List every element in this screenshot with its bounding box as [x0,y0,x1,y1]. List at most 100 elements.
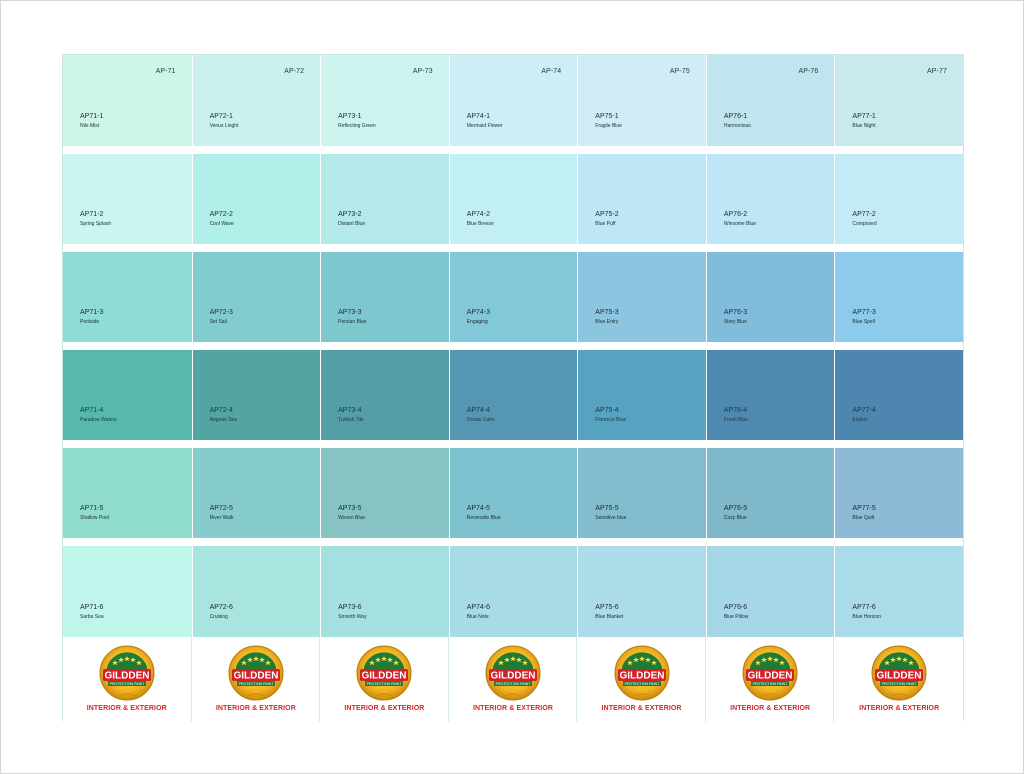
swatch-divider [706,244,835,252]
swatch-name: Blue Quilt [852,515,875,521]
swatch-code: AP72-1 [209,113,233,120]
swatch-name: Blue Pillow [723,614,749,620]
color-swatch[interactable]: AP71-4 Paradise Waters [63,350,192,440]
color-swatch[interactable]: AP73-3 Persian Blue [321,252,449,342]
swatch-code: AP75-5 [595,505,619,512]
color-swatch[interactable]: AP71-5 Shallow Pool [63,448,192,538]
swatch-code: AP73-2 [338,211,362,218]
color-swatch[interactable]: AP71-6 Sarba Sea [63,546,192,637]
swatch-divider [192,440,321,448]
logo-wordmark: GILDDEN [104,671,149,682]
color-swatch[interactable]: AP72-4 Aegean Sea [192,350,321,440]
color-swatch[interactable]: AP73-4 Turkish Tile [321,350,449,440]
family-code-label: AP-77 [927,68,947,75]
swatch-divider [63,244,192,252]
swatch-code: AP73-4 [338,407,362,414]
color-swatch[interactable]: AP76-5 Cozy Blue [706,448,835,538]
swatch-code: AP75-2 [595,211,619,218]
family-code-label: AP-73 [412,68,433,75]
swatch-name: Cool Wave [209,221,234,227]
color-swatch[interactable]: AP75-3 Blue Entry [578,252,706,342]
swatch-divider [578,342,706,350]
color-chart-grid: AP-71 AP71-1 Nile Mist AP71-2 Spring Splash A… [62,54,964,722]
swatch-code: AP76-4 [723,407,748,414]
color-swatch[interactable]: AP74-5 Reverside Blue [449,448,578,538]
swatch-code: AP77-1 [852,113,876,120]
color-swatch[interactable]: AP77-5 Blue Quilt [835,448,963,538]
swatch-divider [63,440,192,448]
color-swatch[interactable]: AP73-6 Smooth Way [321,546,449,637]
color-swatch[interactable]: AP73-5 Woven Blue [321,448,449,538]
swatch-divider [706,538,835,546]
color-swatch[interactable]: AP72-6 Cruising [192,546,321,637]
color-swatch[interactable]: AP-74 AP74-1 Mermaid Flower [449,55,578,146]
color-swatch[interactable]: AP-72 AP72-1 Venus Linght [192,55,321,146]
color-swatch[interactable]: AP-76 AP76-1 Harmonious [706,55,835,146]
brand-tagline: INTERIOR & EXTERIOR [215,705,296,712]
swatch-name: Paradise Waters [80,417,117,423]
color-swatch[interactable]: AP-71 AP71-1 Nile Mist [63,55,192,146]
color-swatch[interactable]: AP-77 AP77-1 Blue Night [835,55,963,146]
logo-subtext: PROTECTION PAINT [753,682,789,686]
swatch-code: AP74-4 [466,407,491,414]
swatch-name: Smooth Way [338,614,367,620]
color-swatch[interactable]: AP75-4 Florence Blue [578,350,706,440]
color-swatch[interactable]: AP77-2 Composed [835,154,963,244]
swatch-name: Fragile Blue [595,123,622,129]
color-swatch[interactable]: AP75-2 Blue Puff [578,154,706,244]
color-swatch[interactable]: AP76-6 Blue Pillow [706,546,835,637]
swatch-name: Blue Blanket [595,614,624,620]
swatch-name: Turkish Tile [338,417,364,423]
brand-logo-cell: GILDDEN PROTECTION PAINT INTERIOR & EXTE… [706,637,835,722]
logo-subtext: PROTECTION PAINT [496,682,532,686]
brand-tagline: INTERIOR & EXTERIOR [86,705,167,712]
swatch-name: Persian Blue [338,319,367,325]
swatch-divider [192,342,321,350]
swatch-name: Harmonious [723,123,751,129]
color-swatch[interactable]: AP-73 AP73-1 Reflecting Green [321,55,449,146]
swatch-divider [321,244,449,252]
swatch-code: AP71-1 [80,113,104,120]
family-code-label: AP-74 [541,68,562,75]
swatch-name: Blue Puff [595,221,616,227]
color-swatch[interactable]: AP73-2 Distant Blue [321,154,449,244]
color-swatch[interactable]: AP-75 AP75-1 Fragile Blue [578,55,706,146]
swatch-divider [63,342,192,350]
swatch-name: Spring Splash [80,221,112,227]
swatch-name: Composed [852,221,877,227]
color-swatch[interactable]: AP77-4 Elation [835,350,963,440]
swatch-code: AP71-5 [80,505,104,512]
family-code-label: AP-72 [284,68,305,75]
brand-logo-cell: GILDDEN PROTECTION PAINT INTERIOR & EXTE… [63,637,192,722]
color-swatch[interactable]: AP77-6 Blue Horizon [835,546,963,637]
color-swatch[interactable]: AP76-2 Winsome Blue [706,154,835,244]
color-swatch[interactable]: AP74-4 Ocean Calm [449,350,578,440]
swatch-divider [835,538,963,546]
color-swatch[interactable]: AP74-2 Blue Breeze [449,154,578,244]
gildden-logo-badge: GILDDEN PROTECTION PAINT [485,645,541,701]
swatch-divider [321,538,449,546]
swatch-name: Blue Entry [595,319,619,325]
swatch-name: Reflecting Green [338,123,376,129]
color-swatch[interactable]: AP77-3 Blue Spell [835,252,963,342]
color-swatch[interactable]: AP71-3 Poolside [63,252,192,342]
color-family-column: AP-73 AP73-1 Reflecting Green AP73-2 Distant… [320,55,449,722]
color-swatch[interactable]: AP72-5 River Walk [192,448,321,538]
color-swatch[interactable]: AP75-5 Sensitive blue [578,448,706,538]
swatch-code: AP77-5 [852,505,876,512]
logo-wordmark: GILDDEN [233,671,278,682]
swatch-name: Story Blue [723,319,747,325]
color-swatch[interactable]: AP72-2 Cool Wave [192,154,321,244]
swatch-divider [578,440,706,448]
swatch-name: Ocean Calm [466,417,495,423]
swatch-code: AP72-6 [209,604,233,611]
color-swatch[interactable]: AP76-4 Fresh Blue [706,350,835,440]
color-swatch[interactable]: AP76-3 Story Blue [706,252,835,342]
color-swatch[interactable]: AP74-6 Blue Note [449,546,578,637]
color-swatch[interactable]: AP72-3 Set Sail [192,252,321,342]
color-swatch[interactable]: AP71-2 Spring Splash [63,154,192,244]
color-swatch[interactable]: AP75-6 Blue Blanket [578,546,706,637]
color-swatch[interactable]: AP74-3 Engaging [449,252,578,342]
logo-wordmark: GILDDEN [362,671,407,682]
swatch-divider [321,146,449,154]
